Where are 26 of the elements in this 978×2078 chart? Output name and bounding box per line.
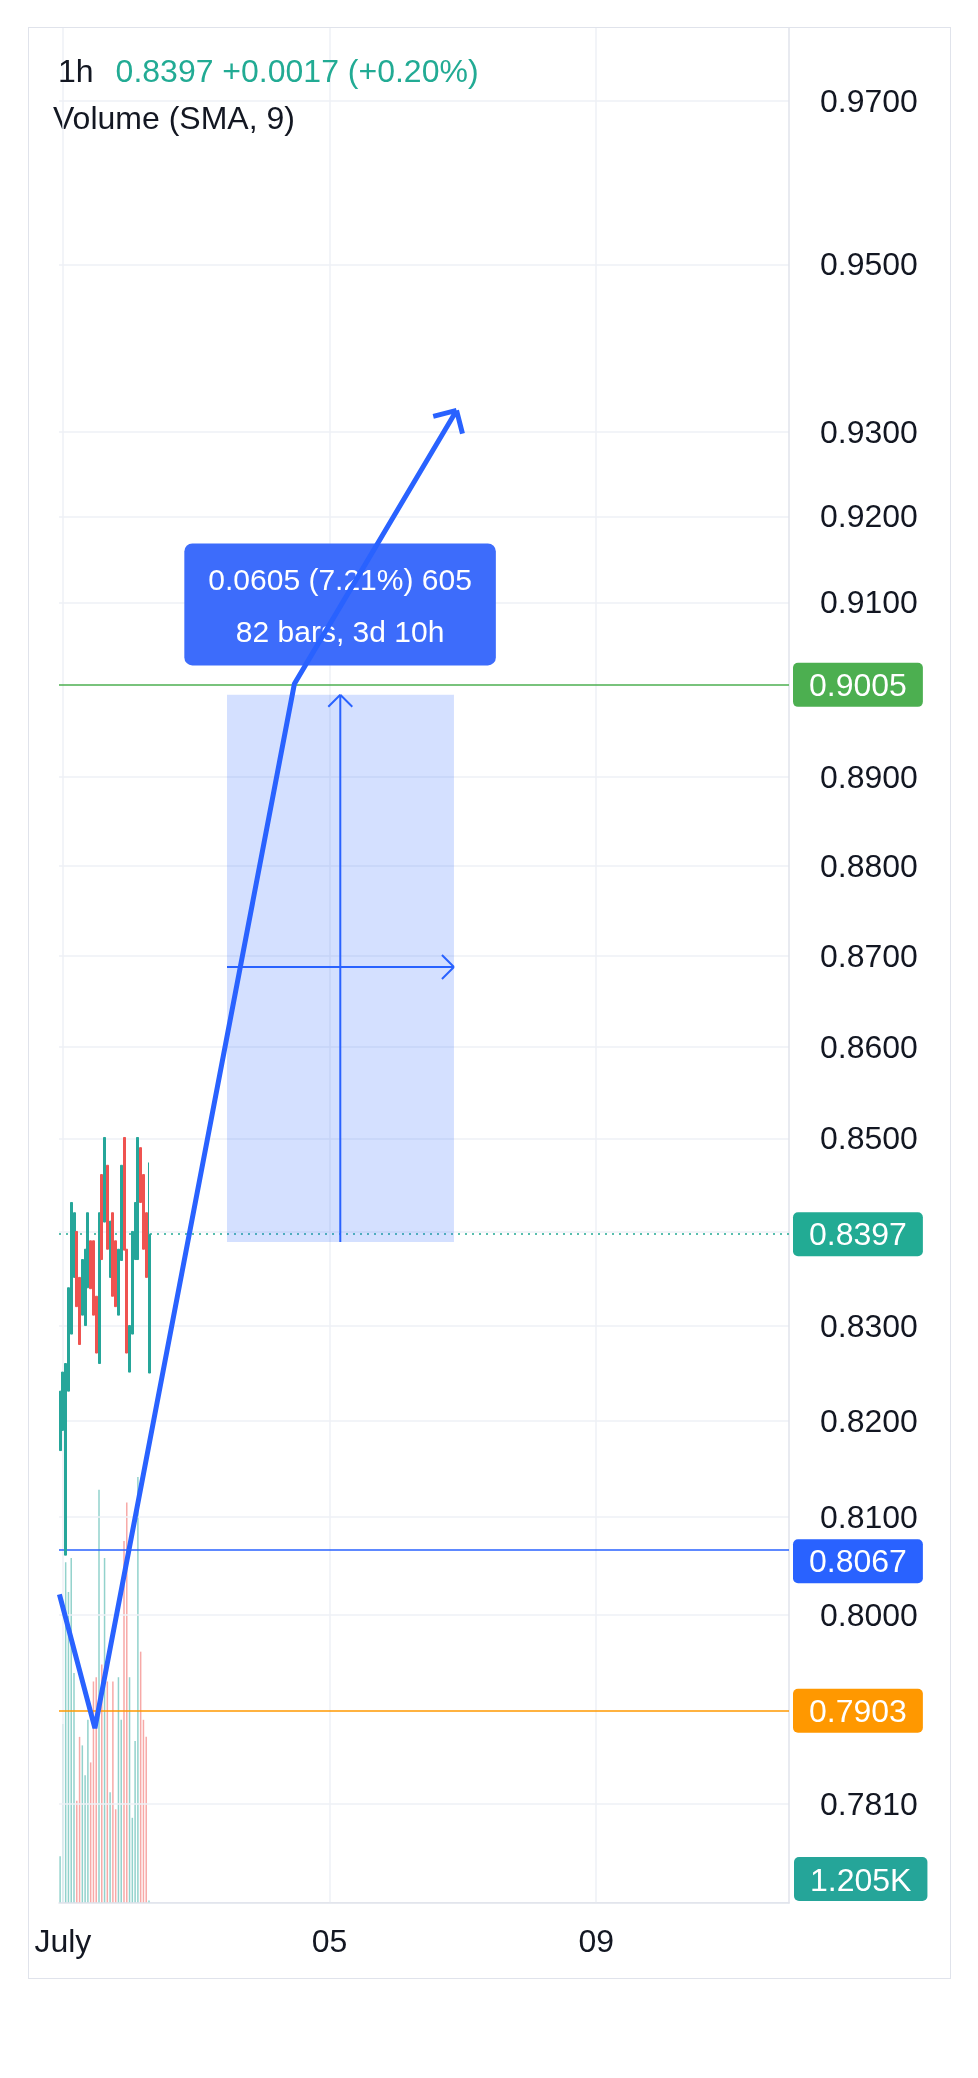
x-tick-label: 05: [311, 1923, 348, 1959]
y-tick-label: 0.8100: [820, 1499, 918, 1536]
text: 1h: [58, 53, 94, 89]
y-tick-label: 0.8600: [820, 1028, 918, 1065]
y-tick-label: 0.8800: [820, 847, 918, 884]
y-tick-label: 0.9100: [820, 584, 918, 621]
ref-line-label: 0.8397: [809, 1216, 907, 1253]
text: 1.205K: [810, 1862, 912, 1898]
annotation: Volume (SMA, 9): [53, 100, 295, 136]
ref-line-label: 0.8067: [809, 1543, 907, 1580]
y-tick-label: 0.9300: [820, 413, 918, 450]
y-tick-label: 0.8300: [820, 1307, 918, 1344]
y-tick-label: 0.8900: [820, 759, 918, 796]
x-tick-label: 09: [578, 1923, 615, 1959]
y-tick-label: 0.9700: [820, 82, 918, 119]
x-tick-label: July: [34, 1923, 92, 1959]
y-tick-label: 0.9500: [820, 246, 918, 283]
text: 0.8397 +0.0017 (+0.20%): [115, 53, 479, 89]
ref-line-label: 0.9005: [809, 666, 907, 703]
y-tick-label: 0.9200: [820, 498, 918, 535]
y-tick-label: 0.8000: [820, 1596, 918, 1633]
ref-line-label: 0.7903: [809, 1692, 907, 1729]
y-tick-label: 0.8700: [820, 937, 918, 974]
y-tick-label: 0.8200: [820, 1402, 918, 1439]
y-tick-label: 0.8500: [820, 1120, 918, 1157]
y-tick-label: 0.7810: [820, 1785, 918, 1822]
